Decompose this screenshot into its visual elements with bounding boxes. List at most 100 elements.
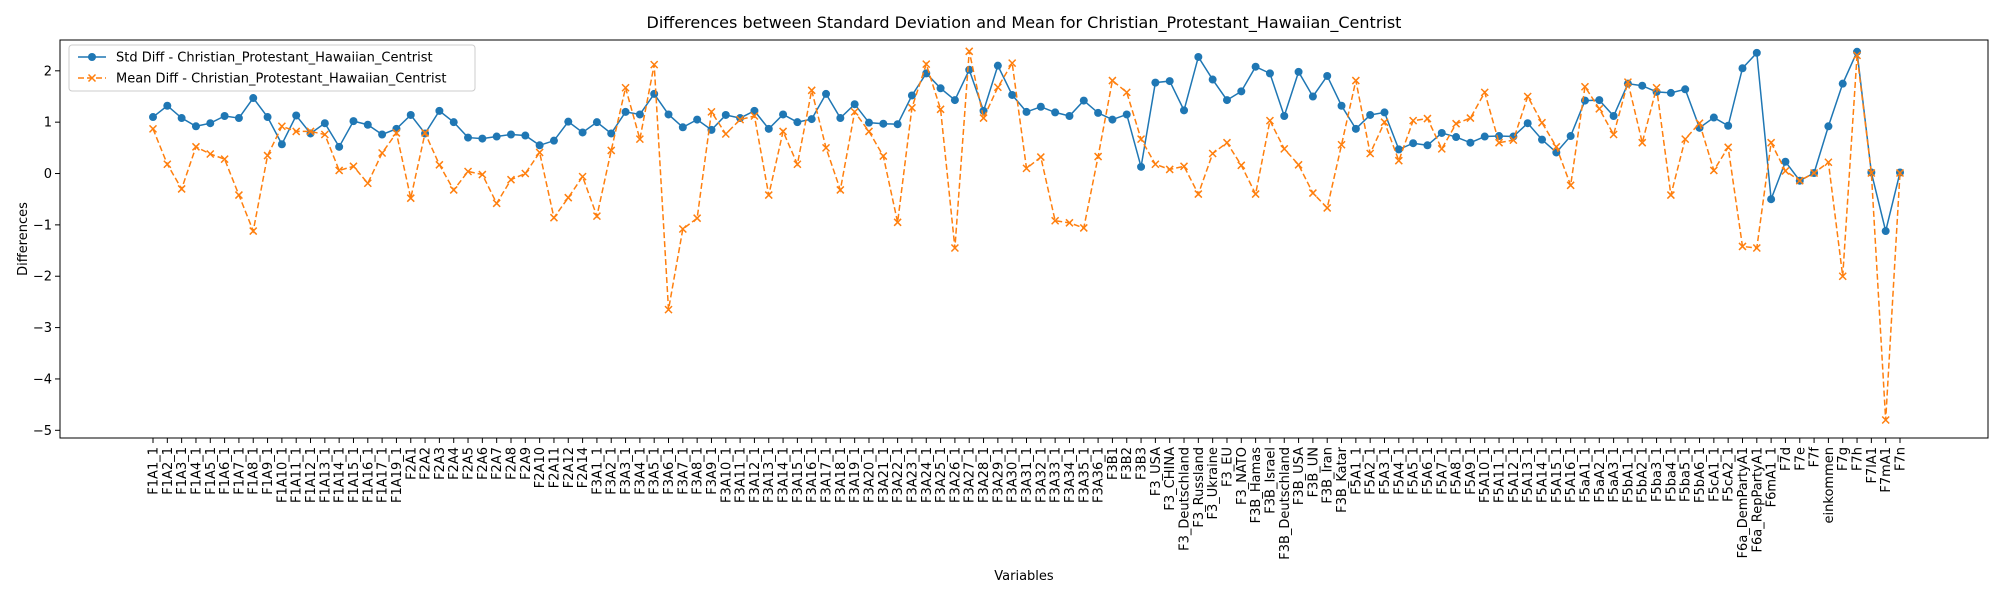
data-point <box>1251 190 1260 199</box>
data-point <box>879 119 888 128</box>
data-point <box>1366 110 1375 119</box>
data-point <box>1151 160 1160 169</box>
data-point <box>1265 116 1274 125</box>
data-point <box>635 110 644 119</box>
data-point <box>907 91 916 100</box>
data-point <box>220 112 229 121</box>
data-point <box>478 170 487 179</box>
x-tick-label: F2A7 <box>490 447 505 480</box>
x-tick-label: F5aA2_1 <box>1593 447 1608 503</box>
x-tick-label: F3A14_1 <box>777 447 792 503</box>
x-tick-label: einkommen <box>1822 447 1837 523</box>
data-point <box>864 127 874 136</box>
x-tick-label: F3A13_1 <box>762 447 777 503</box>
data-point <box>1137 135 1146 144</box>
data-point <box>535 148 544 157</box>
x-tick-label: F3A27_1 <box>963 447 978 503</box>
data-point <box>1810 168 1819 178</box>
data-point <box>1609 112 1618 121</box>
x-tick-label: F3A23_1 <box>905 447 920 503</box>
data-point <box>1022 107 1031 116</box>
x-tick-label: F2A6 <box>476 447 491 480</box>
data-point <box>1895 168 1905 178</box>
x-tick-label: F6mA1_1 <box>1765 447 1780 507</box>
data-point <box>392 124 401 133</box>
data-point <box>764 124 773 133</box>
x-tick-label: F3A25_1 <box>934 447 949 503</box>
series-2 <box>148 47 1905 425</box>
data-point <box>907 103 916 112</box>
data-point <box>950 96 959 105</box>
data-point <box>1480 132 1489 141</box>
data-point <box>1280 144 1289 153</box>
legend-item: Std Diff - Christian_Protestant_Hawaiian… <box>78 51 433 66</box>
data-point <box>1409 139 1418 148</box>
data-point <box>1724 143 1733 152</box>
data-point <box>263 113 272 122</box>
data-point <box>1036 102 1045 111</box>
data-point <box>1108 115 1117 124</box>
data-point <box>578 128 587 137</box>
x-tick-label: F1A11_1 <box>290 447 305 503</box>
x-tick-label: F1A6_1 <box>218 447 233 495</box>
data-point <box>1194 190 1203 199</box>
x-tick-label: F5ba3_1 <box>1650 447 1665 502</box>
x-tick-label: F2A14 <box>576 447 591 488</box>
data-point <box>1838 272 1847 281</box>
data-point <box>650 89 659 98</box>
y-tick-label: −5 <box>33 424 52 439</box>
x-tick-label: F3_USA <box>1149 447 1164 496</box>
data-point <box>822 89 831 98</box>
data-point <box>335 142 344 151</box>
data-point <box>163 101 172 110</box>
data-point <box>1752 243 1761 253</box>
data-point <box>1308 189 1317 198</box>
data-point <box>1079 223 1088 232</box>
x-tick-label: F5A16_1 <box>1564 447 1579 503</box>
data-point <box>1194 52 1203 61</box>
x-tick-label: F3A28_1 <box>977 447 992 503</box>
x-tick-label: F5A9_1 <box>1464 447 1479 495</box>
x-tick-label: F1A5_1 <box>204 447 219 495</box>
x-tick-label: F3A2_1 <box>605 447 620 495</box>
data-point <box>506 175 516 184</box>
data-point <box>320 130 329 139</box>
data-point <box>1437 144 1446 153</box>
x-tick-label: F2A12 <box>562 447 577 488</box>
x-tick-label: F3A11_1 <box>734 447 749 503</box>
data-point <box>449 118 458 127</box>
data-point <box>664 305 673 314</box>
x-tick-label: F3_EU <box>1220 447 1235 487</box>
data-point <box>1351 76 1360 85</box>
data-point <box>1795 176 1804 185</box>
data-point <box>1008 59 1017 68</box>
data-point <box>277 140 286 149</box>
data-point <box>950 243 959 253</box>
x-tick-label: F1A1_1 <box>147 447 162 495</box>
data-point <box>149 113 157 122</box>
x-tick-label: F7n <box>1894 447 1909 471</box>
x-tick-label: F6a_RepPartyA1 <box>1750 447 1765 552</box>
x-tick-label: F3A32_1 <box>1034 447 1049 503</box>
y-tick-label: −2 <box>33 270 52 285</box>
data-point <box>549 136 558 145</box>
plot-frame <box>59 39 1989 439</box>
x-tick-label: F3_CHINA <box>1163 447 1178 511</box>
data-point <box>1208 149 1217 158</box>
legend: Std Diff - Christian_Protestant_Hawaiian… <box>68 44 476 92</box>
x-tick-label: F3A17_1 <box>820 447 835 503</box>
data-point <box>1294 67 1303 76</box>
legend-marker <box>87 73 97 83</box>
data-point <box>1452 133 1461 142</box>
data-point <box>936 84 945 93</box>
x-tick-label: F7d <box>1779 447 1794 471</box>
x-tick-label: F3A35_1 <box>1077 447 1092 503</box>
data-point <box>721 129 730 139</box>
data-point <box>378 148 387 158</box>
data-point <box>492 132 501 141</box>
data-point <box>1566 132 1575 141</box>
x-tick-label: F2A8 <box>504 447 519 480</box>
x-tick-label: F3A22_1 <box>891 447 906 503</box>
x-tick-label: F3B_USA <box>1292 447 1307 505</box>
